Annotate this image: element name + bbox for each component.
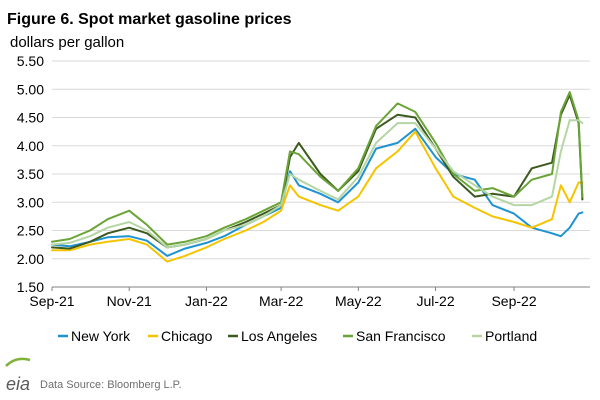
- x-tick-labels: Sep-21 Nov-21 Jan-22 Mar-22 May-22 Jul-22 Sep-…: [29, 287, 537, 309]
- x-tick-label: Jul-22: [416, 293, 454, 309]
- series-line-chicago: [51, 130, 584, 263]
- series-line-new-york: [51, 127, 584, 257]
- y-tick-label: 5.00: [17, 81, 44, 97]
- y-tick-label: 4.50: [17, 110, 44, 126]
- x-tick-label: May-22: [335, 293, 382, 309]
- legend-label: Chicago: [161, 328, 213, 344]
- legend-label: New York: [71, 328, 131, 344]
- logo-swoosh-icon: [5, 357, 31, 367]
- y-tick-label: 3.50: [17, 166, 44, 182]
- y-tick-label: 3.00: [17, 194, 44, 210]
- chart-title: Figure 6. Spot market gasoline prices: [7, 11, 292, 28]
- legend-label: Portland: [485, 328, 537, 344]
- legend: New York Chicago Los Angeles San Francisco P…: [58, 328, 537, 344]
- y-tick-label: 2.00: [17, 251, 44, 267]
- series-lines: [51, 91, 584, 263]
- y-tick-label: 1.50: [17, 279, 44, 295]
- y-tick-label: 5.50: [17, 53, 44, 69]
- x-tick-label: Mar-22: [259, 293, 304, 309]
- y-tick-label: 4.00: [17, 138, 44, 154]
- eia-logo: eia: [5, 357, 31, 394]
- legend-label: Los Angeles: [241, 328, 317, 344]
- y-tick-label: 2.50: [17, 223, 44, 239]
- y-axis-label: dollars per gallon: [10, 34, 124, 51]
- x-tick-label: Sep-22: [491, 293, 536, 309]
- series-line-portland: [51, 119, 584, 249]
- data-source: Data Source: Bloomberg L.P.: [40, 379, 182, 391]
- series-line-los-angeles: [51, 93, 584, 250]
- legend-label: San Francisco: [356, 328, 446, 344]
- x-tick-label: Nov-21: [107, 293, 152, 309]
- x-tick-label: Jan-22: [185, 293, 228, 309]
- series-line-san-francisco: [51, 91, 584, 246]
- x-tick-label: Sep-21: [29, 293, 74, 309]
- logo-text: eia: [6, 374, 30, 394]
- y-tick-labels: 5.50 5.00 4.50 4.00 3.50 3.00 2.50 2.00 1.50: [17, 53, 44, 295]
